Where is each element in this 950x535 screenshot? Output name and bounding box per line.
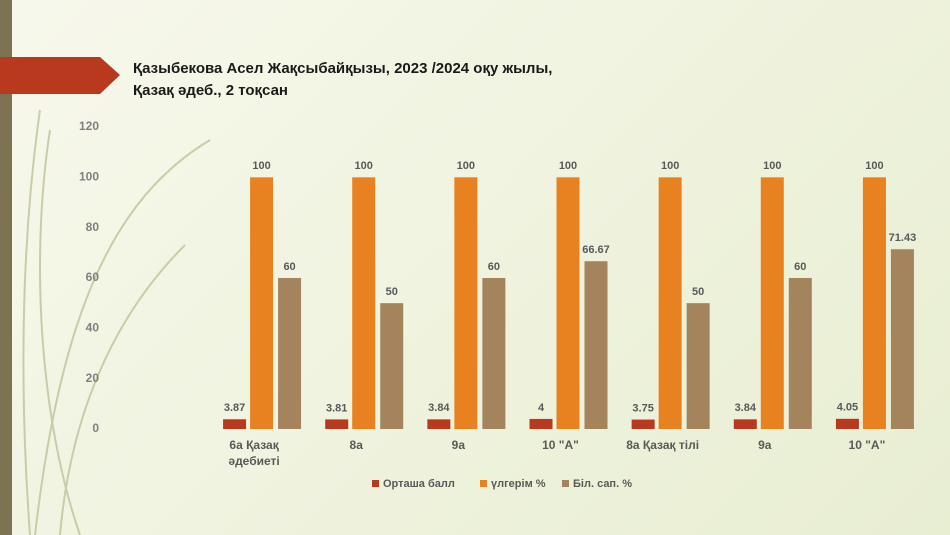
value-label: 60 bbox=[283, 261, 295, 273]
value-label: 60 bbox=[488, 261, 500, 273]
bar bbox=[835, 418, 859, 429]
y-tick-label: 60 bbox=[86, 270, 100, 284]
legend-swatch bbox=[480, 480, 487, 487]
value-label: 3.84 bbox=[428, 402, 450, 414]
bar bbox=[250, 177, 274, 429]
legend-label: Орташа балл bbox=[383, 478, 455, 490]
bar bbox=[278, 278, 302, 429]
value-label: 3.84 bbox=[735, 402, 757, 414]
value-label: 100 bbox=[763, 160, 781, 172]
bar bbox=[325, 419, 349, 429]
y-tick-label: 100 bbox=[79, 170, 99, 184]
x-tick-label: 8а Қазақ тілі bbox=[626, 438, 700, 452]
y-tick-label: 20 bbox=[86, 371, 100, 385]
chart-title: Қазыбекова Асел Жақсыбайқызы, 2023 /2024… bbox=[133, 60, 553, 99]
value-label: 4 bbox=[538, 402, 545, 414]
value-label: 4.05 bbox=[837, 402, 858, 414]
value-label: 100 bbox=[865, 160, 883, 172]
title-banner bbox=[0, 57, 120, 94]
value-label: 100 bbox=[457, 160, 475, 172]
bar bbox=[686, 303, 710, 429]
y-tick-label: 0 bbox=[92, 421, 99, 435]
bar bbox=[556, 177, 580, 429]
side-bar bbox=[0, 0, 12, 535]
bar bbox=[862, 177, 886, 429]
bar bbox=[631, 419, 655, 429]
value-label: 3.75 bbox=[632, 402, 653, 414]
value-label: 100 bbox=[355, 160, 373, 172]
bar bbox=[427, 419, 451, 429]
value-label: 50 bbox=[692, 286, 704, 298]
value-label: 71.43 bbox=[889, 232, 917, 244]
y-tick-label: 40 bbox=[86, 321, 100, 335]
value-label: 100 bbox=[559, 160, 577, 172]
legend-label: Біл. сап. % bbox=[573, 478, 632, 490]
value-label: 100 bbox=[661, 160, 679, 172]
bar bbox=[658, 177, 682, 429]
value-label: 3.87 bbox=[224, 402, 245, 414]
bar bbox=[788, 278, 812, 429]
value-label: 66.67 bbox=[582, 244, 610, 256]
bar bbox=[380, 303, 404, 429]
x-tick-label: 9а bbox=[758, 438, 772, 452]
value-label: 3.81 bbox=[326, 402, 347, 414]
bar bbox=[890, 249, 914, 429]
x-tick-label: 10 "А" bbox=[542, 438, 579, 452]
y-tick-label: 120 bbox=[79, 119, 99, 133]
bar bbox=[223, 419, 247, 429]
bar bbox=[529, 418, 553, 429]
x-tick-label: 8а bbox=[349, 438, 363, 452]
y-tick-label: 80 bbox=[86, 220, 100, 234]
bar bbox=[482, 278, 506, 429]
x-tick-label: 10 "А" bbox=[848, 438, 886, 452]
value-label: 50 bbox=[386, 286, 398, 298]
x-tick-label: 6а Қазақ әдебиеті bbox=[228, 438, 280, 468]
legend-swatch bbox=[562, 480, 569, 487]
value-label: 60 bbox=[794, 261, 806, 273]
x-tick-label: 9а bbox=[451, 438, 466, 452]
bar bbox=[760, 177, 784, 429]
bar bbox=[352, 177, 376, 429]
bar bbox=[584, 261, 608, 429]
decoration bbox=[22, 109, 211, 535]
bar bbox=[733, 419, 757, 429]
legend-swatch bbox=[372, 480, 379, 487]
value-label: 100 bbox=[252, 160, 270, 172]
bar bbox=[454, 177, 478, 429]
legend-label: үлгерім % bbox=[491, 478, 546, 490]
